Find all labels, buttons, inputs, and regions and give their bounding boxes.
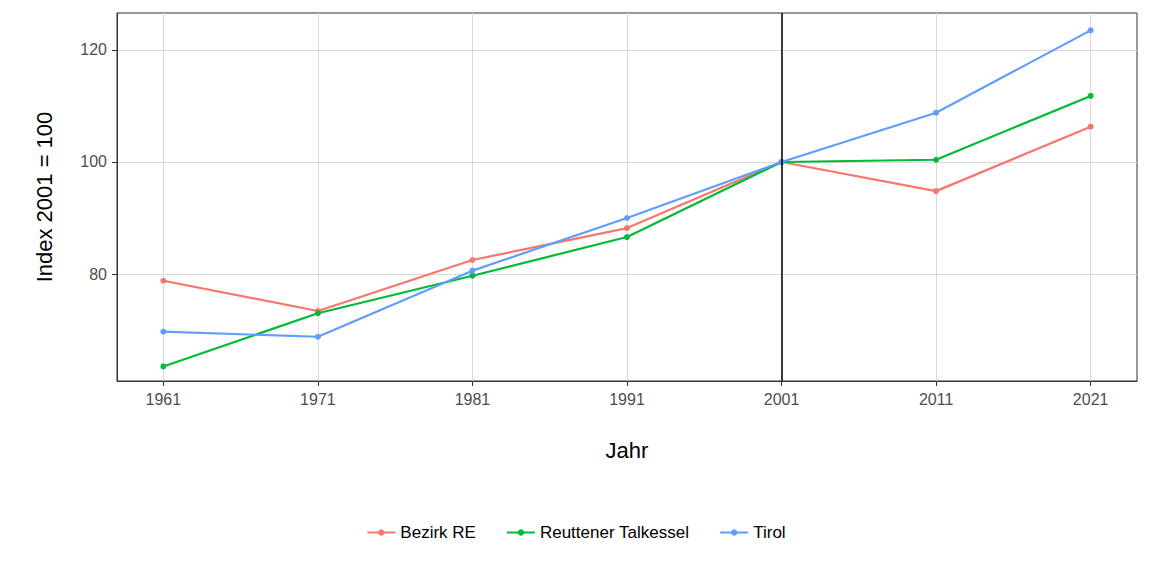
svg-text:2011: 2011 <box>919 391 954 408</box>
svg-text:2021: 2021 <box>1073 391 1109 408</box>
svg-text:1961: 1961 <box>146 391 182 408</box>
svg-text:1971: 1971 <box>300 391 336 408</box>
svg-text:1981: 1981 <box>455 391 491 408</box>
svg-text:80: 80 <box>89 266 107 283</box>
svg-text:Jahr: Jahr <box>606 438 649 463</box>
svg-text:Reuttener Talkessel: Reuttener Talkessel <box>540 523 689 542</box>
svg-text:1991: 1991 <box>609 391 645 408</box>
svg-text:Tirol: Tirol <box>753 523 785 542</box>
svg-text:Bezirk RE: Bezirk RE <box>400 523 476 542</box>
svg-text:2001: 2001 <box>764 391 800 408</box>
svg-text:120: 120 <box>80 41 107 58</box>
svg-text:Index 2001 = 100: Index 2001 = 100 <box>32 112 57 283</box>
svg-text:100: 100 <box>80 153 107 170</box>
